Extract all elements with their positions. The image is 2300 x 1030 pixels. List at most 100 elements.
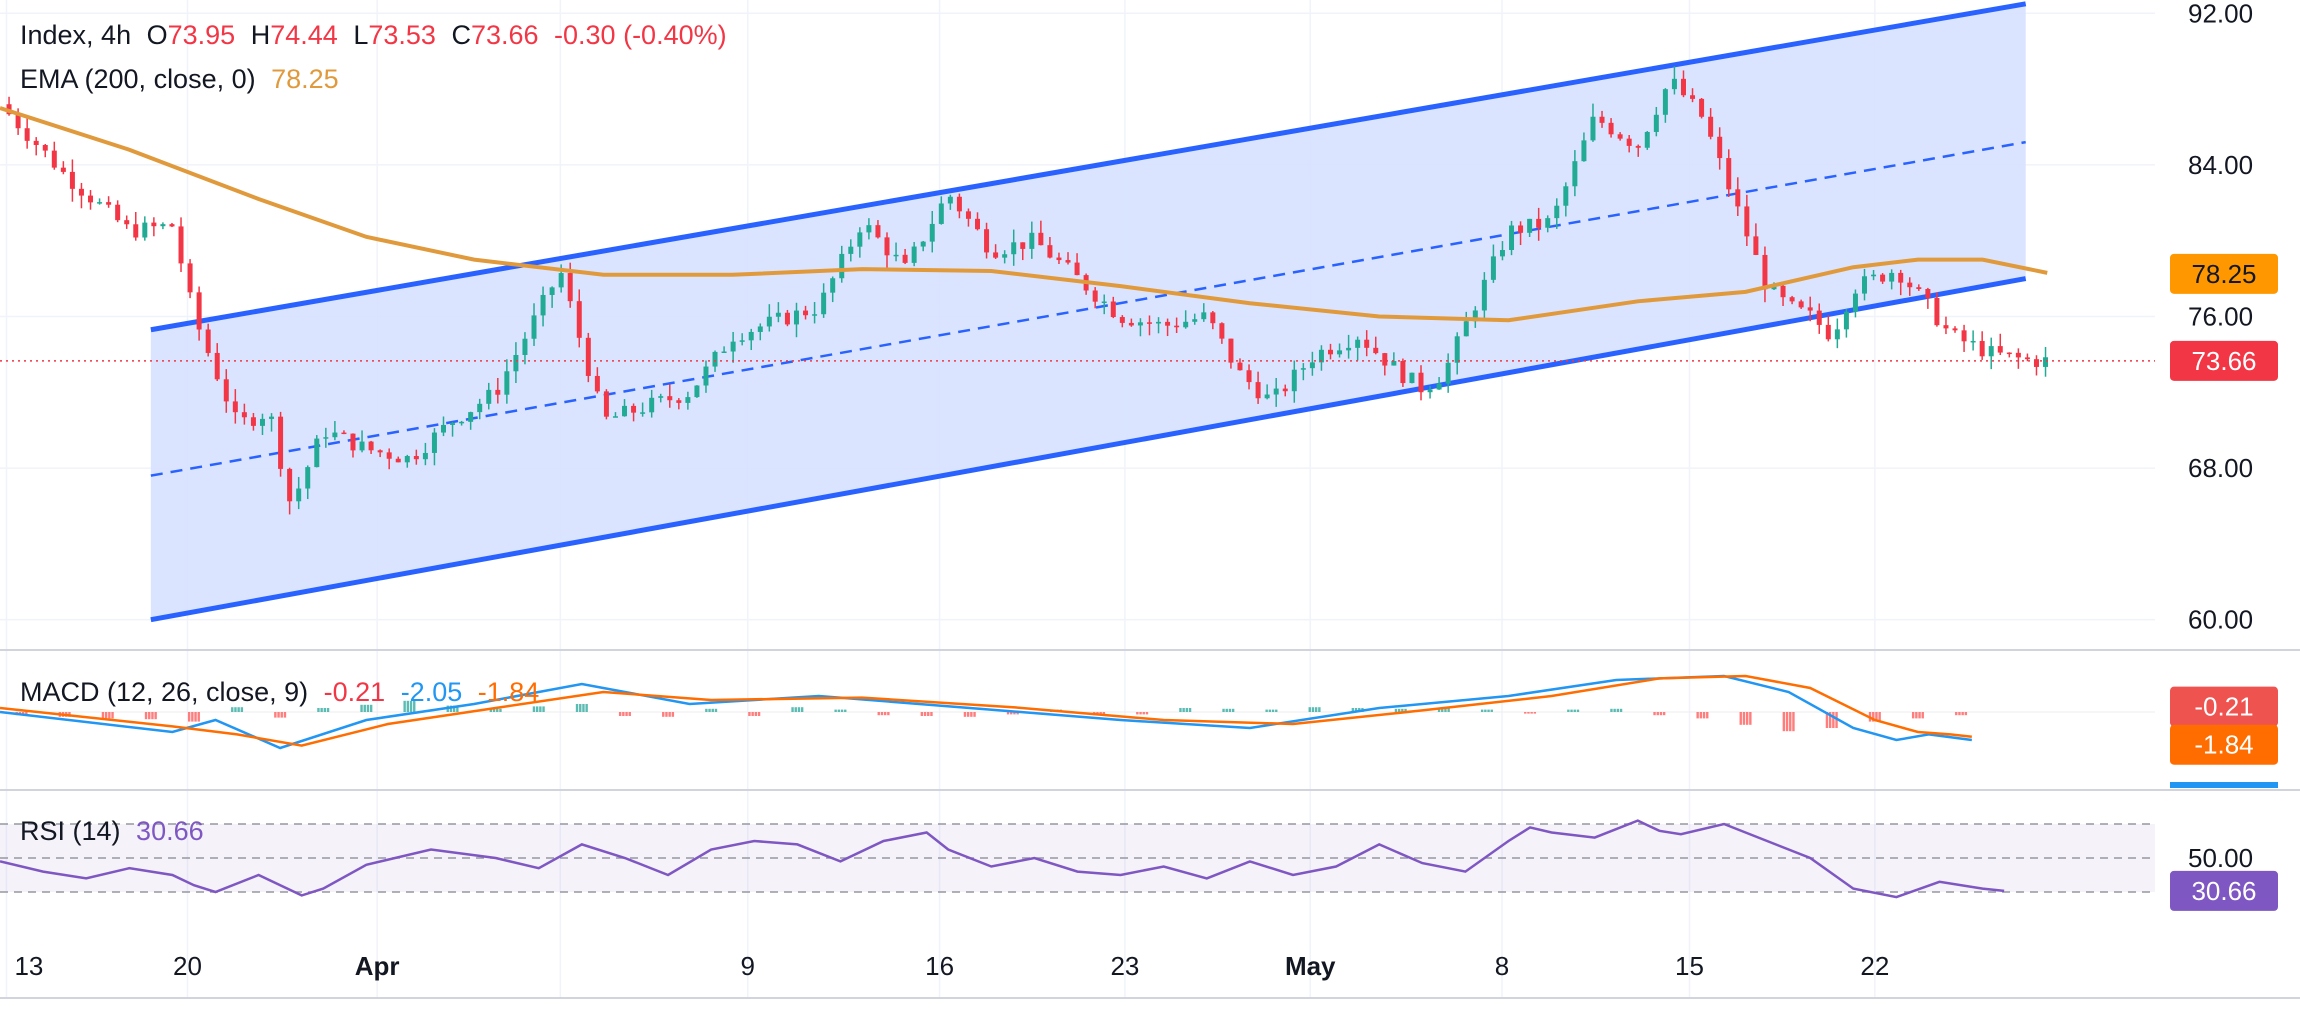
y-tick-label: 68.00 xyxy=(2188,453,2253,483)
candle-body xyxy=(1318,349,1324,363)
candle-body xyxy=(1355,339,1361,348)
price-pane[interactable] xyxy=(0,1,2155,623)
candle-body xyxy=(748,331,754,341)
candle-body xyxy=(151,222,157,227)
candle-body xyxy=(341,432,347,435)
macd-histogram-bar xyxy=(1872,712,1875,722)
candle-body xyxy=(440,424,446,433)
macd-histogram-bar xyxy=(452,705,456,712)
candle-body xyxy=(1174,325,1180,328)
candle-body xyxy=(649,397,655,413)
x-tick-label: Apr xyxy=(355,951,400,981)
candle-body xyxy=(830,278,836,293)
macd-histogram-bar xyxy=(323,708,327,712)
macd-histogram-bar xyxy=(748,712,751,716)
macd-histogram-bar xyxy=(930,712,933,716)
candle-body xyxy=(513,354,519,372)
candle-body xyxy=(1798,301,1804,308)
candle-body xyxy=(1608,122,1614,135)
macd-histogram-bar xyxy=(1659,712,1663,716)
rsi-value: 30.66 xyxy=(136,816,204,846)
candle-body xyxy=(848,246,854,254)
candle-body xyxy=(1852,293,1858,312)
candle-body xyxy=(866,225,872,233)
candle-body xyxy=(60,167,66,172)
macd-histogram-bar xyxy=(283,712,287,718)
candle-body xyxy=(1509,225,1515,250)
macd-histogram-bar xyxy=(575,704,579,712)
candle-body xyxy=(1165,321,1171,326)
rsi-pane[interactable] xyxy=(0,819,2155,899)
rsi-badge xyxy=(2170,870,2278,911)
macd-histogram-bar xyxy=(708,708,711,712)
candle-body xyxy=(893,254,899,257)
candle-body xyxy=(1445,362,1451,384)
candle-body xyxy=(259,418,265,426)
candle-body xyxy=(78,188,84,196)
macd-histogram-bar xyxy=(1530,712,1533,714)
candle-body xyxy=(368,441,374,451)
candle-body xyxy=(549,287,555,295)
macd-histogram-bar xyxy=(1570,709,1573,712)
macd-label: MACD (12, 26, close, 9) xyxy=(20,677,309,707)
candle-body xyxy=(766,316,772,327)
candle-body xyxy=(377,450,383,453)
candle-body xyxy=(1834,329,1840,340)
ema-price-badge xyxy=(2170,253,2278,294)
candle-body xyxy=(612,416,618,418)
macd-histogram-bar xyxy=(1610,708,1613,712)
candle-body xyxy=(1119,317,1125,323)
macd-histogram-bar xyxy=(794,707,797,712)
candle-body xyxy=(929,223,935,242)
macd-histogram-bar xyxy=(151,712,154,720)
candle-body xyxy=(386,452,392,459)
candle-body xyxy=(133,224,139,238)
macd-histogram-bar xyxy=(1142,712,1145,715)
candle-body xyxy=(1192,319,1198,322)
candle-body xyxy=(884,237,890,256)
rsi-badge-text: 30.66 xyxy=(2191,876,2256,906)
candle-body xyxy=(1101,301,1107,304)
macd-histogram-bar xyxy=(883,712,887,716)
candle-body xyxy=(459,421,465,424)
macd-histogram-bar xyxy=(1136,712,1139,715)
change-value: -0.30 (-0.40%) xyxy=(554,20,727,50)
candle-body xyxy=(1237,362,1243,371)
macd-histogram-bar xyxy=(1616,708,1620,712)
macd-histogram-bar xyxy=(1145,712,1149,715)
macd-pane[interactable] xyxy=(0,674,2155,750)
candle-body xyxy=(1744,206,1750,237)
candle-body xyxy=(1074,262,1080,276)
candle-body xyxy=(1762,254,1768,290)
macd-histogram-bar xyxy=(406,700,410,712)
macd-histogram-bar xyxy=(582,704,585,712)
macd-histogram-bar xyxy=(413,700,416,712)
macd-histogram-bar xyxy=(714,708,718,712)
candle-body xyxy=(1671,78,1677,90)
candle-body xyxy=(1843,311,1849,330)
candle-body xyxy=(1137,322,1143,326)
candle-body xyxy=(1825,324,1831,340)
candle-body xyxy=(1898,272,1904,283)
candle-body xyxy=(142,222,148,238)
macd-histogram-bar xyxy=(1567,709,1570,712)
candle-body xyxy=(1925,288,1931,298)
candle-body xyxy=(1690,95,1696,99)
candle-body xyxy=(1708,116,1714,137)
candle-body xyxy=(956,196,962,212)
macd-histogram-bar xyxy=(409,700,413,712)
candle-body xyxy=(1545,218,1551,228)
macd-signal-line xyxy=(0,674,1972,747)
candle-body xyxy=(15,114,21,129)
candle-body xyxy=(1572,161,1578,187)
macd-histogram-bar xyxy=(363,704,366,712)
candle-body xyxy=(1979,340,1985,357)
macd-histogram-bar xyxy=(326,708,330,712)
macd-histogram-bar xyxy=(628,712,631,716)
candle-body xyxy=(1436,383,1442,390)
candle-body xyxy=(1210,312,1216,324)
macd-histogram-bar xyxy=(1955,712,1958,716)
candle-body xyxy=(395,458,401,463)
macd-histogram-bar xyxy=(1308,707,1311,712)
